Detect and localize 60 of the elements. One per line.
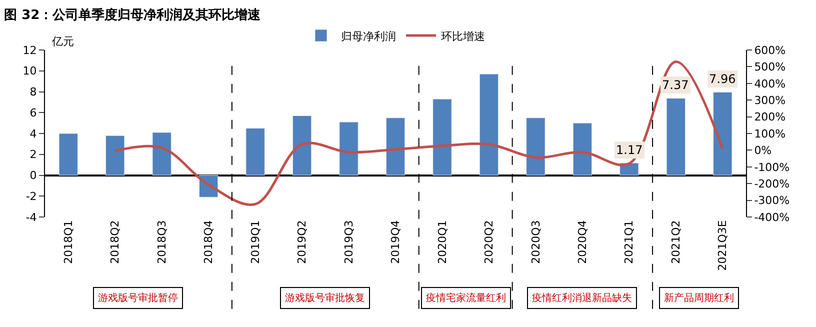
y2-tick-label: 300% <box>754 94 786 107</box>
y2-tick-label: -400% <box>754 210 790 224</box>
x-tick-label: 2018Q2 <box>108 220 122 264</box>
x-tick-label: 2018Q4 <box>202 220 216 264</box>
y2-tick-label: -200% <box>754 177 790 190</box>
y-tick-label: 12 <box>22 44 37 57</box>
y2-tick-label: 0% <box>754 144 772 158</box>
text: 新产品周期红利 <box>664 292 734 304</box>
x-tick-label: 2020Q1 <box>436 220 449 264</box>
bar <box>432 98 452 176</box>
bar <box>339 122 358 176</box>
bar <box>572 122 592 176</box>
x-tick-label: 2020Q2 <box>482 220 496 264</box>
y-tick-label: 4 <box>30 127 37 140</box>
text: 疫情红利消退新品缺失 <box>532 292 632 304</box>
y2-tick-label: 100% <box>754 127 786 140</box>
bar <box>106 135 125 176</box>
y-tick-label: 0 <box>30 169 37 182</box>
x-tick-label: 2019Q3 <box>342 220 356 264</box>
data-label: 1.17 <box>616 143 643 157</box>
text: 疫情宅家流量红利 <box>426 292 506 304</box>
x-tick-label: 2018Q1 <box>62 220 75 264</box>
bar <box>386 118 406 176</box>
bar <box>713 92 732 176</box>
legend-label: 环比增速 <box>441 30 485 43</box>
bar <box>292 116 312 176</box>
x-tick-label: 2019Q1 <box>248 220 262 264</box>
x-tick-label: 2019Q4 <box>389 220 402 264</box>
bar <box>526 118 546 176</box>
x-tick-label: 2021Q2 <box>669 220 682 264</box>
y2-tick-label: 500% <box>754 60 786 74</box>
legend-label: 归母净利润 <box>341 30 396 43</box>
y2-tick-label: -300% <box>754 194 790 208</box>
data-label: 7.96 <box>709 72 736 86</box>
x-tick-label: 2020Q3 <box>529 220 542 264</box>
data-label: 7.37 <box>662 78 689 92</box>
y-tick-label: 2 <box>30 148 37 162</box>
x-tick-label: 2021Q3E <box>716 220 730 271</box>
y2-tick-label: 200% <box>754 110 786 124</box>
y-tick-label: 6 <box>30 106 37 120</box>
y2-tick-label: 400% <box>754 77 786 90</box>
text: 游戏版号审批暂停 <box>98 292 178 304</box>
bar <box>479 74 499 176</box>
bar <box>58 133 78 176</box>
y-tick-label: -2 <box>26 190 37 203</box>
y-tick-label: -4 <box>26 210 37 224</box>
x-tick-label: 2020Q4 <box>576 220 590 264</box>
y-tick-label: 8 <box>30 86 37 99</box>
y2-tick-label: 600% <box>754 44 786 57</box>
y2-tick-label: -100% <box>754 160 790 174</box>
x-tick-label: 2018Q3 <box>155 220 168 264</box>
y-tick-label: 10 <box>22 64 37 78</box>
chart-title: 图 32：公司单季度归母净利润及其环比增速 <box>4 6 262 23</box>
y-axis-title: 亿元 <box>51 35 74 48</box>
bar <box>152 132 172 176</box>
x-tick-label: 2019Q2 <box>296 220 309 264</box>
bar <box>666 98 686 176</box>
x-tick-label: 2021Q1 <box>622 220 636 264</box>
text: 游戏版号审批恢复 <box>285 292 365 304</box>
bar <box>246 128 265 176</box>
